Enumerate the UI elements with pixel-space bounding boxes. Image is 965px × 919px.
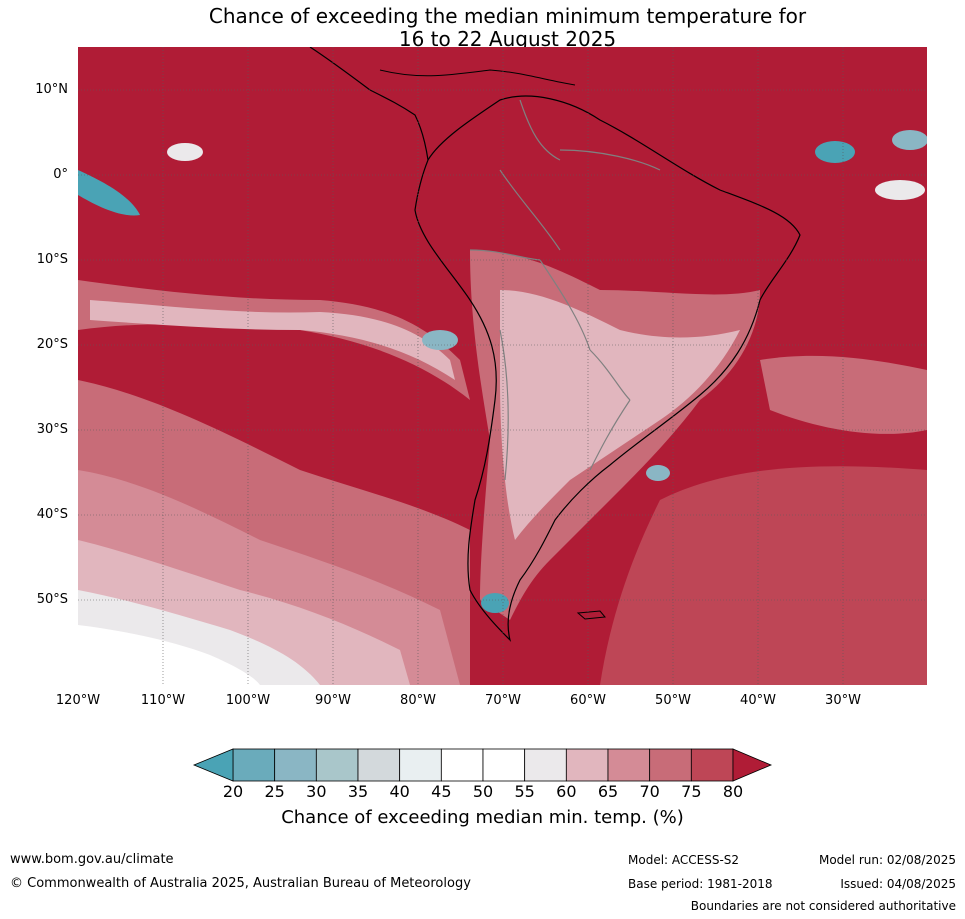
colorbar-arrow-low — [192, 748, 234, 782]
lat-label-20s: 20°S — [36, 337, 68, 352]
lat-label-30s: 30°S — [36, 422, 68, 437]
lon-label-100w: 100°W — [225, 693, 271, 708]
equatorial-blue-west — [78, 170, 140, 216]
colorbar-label: Chance of exceeding median min. temp. (%… — [281, 807, 684, 828]
colorbar-segment — [482, 748, 526, 782]
lat-label-50s: 50°S — [36, 592, 68, 607]
atlantic-band-patch — [760, 355, 927, 434]
south-america-coastline — [414, 95, 801, 642]
lon-label-60w: 60°W — [570, 693, 606, 708]
central-america-coastline — [309, 47, 429, 161]
atlantic-white-east — [875, 180, 925, 200]
country-borders — [469, 99, 661, 481]
colorbar-tick: 40 — [389, 782, 410, 801]
colorbar-segment — [440, 748, 484, 782]
colorbar-segment — [565, 748, 609, 782]
colorbar-segment — [399, 748, 442, 782]
southern-band-50 — [78, 625, 260, 685]
pacific-streak-60 — [90, 300, 455, 380]
colorbar-tick: 55 — [514, 782, 535, 801]
footer-disclaimer: Boundaries are not considered authoritat… — [690, 899, 956, 913]
falklands — [576, 610, 606, 620]
lat-label-40s: 40°S — [36, 507, 68, 522]
lon-label-120w: 120°W — [55, 693, 101, 708]
atlantic-blue-east — [815, 141, 855, 163]
uruguay-patch — [646, 465, 670, 481]
footer-copyright: © Commonwealth of Australia 2025, Austra… — [10, 876, 471, 891]
colorbar — [192, 748, 773, 782]
map-title-line2: 16 to 22 August 2025 — [398, 27, 617, 51]
graticule — [78, 47, 927, 685]
footer-issued: Issued: 04/08/2025 — [840, 877, 956, 891]
lon-label-40w: 40°W — [740, 693, 776, 708]
colorbar-tick: 75 — [681, 782, 702, 801]
colorbar-segment — [524, 748, 567, 782]
colorbar-tick: 80 — [722, 782, 744, 801]
lon-label-70w: 70°W — [485, 693, 521, 708]
colorbar-tick: 70 — [639, 782, 660, 801]
equatorial-white-west — [167, 143, 203, 161]
footer-model: Model: ACCESS-S2 — [628, 853, 740, 867]
forecast-map — [78, 47, 927, 685]
lon-label-110w: 110°W — [140, 693, 186, 708]
lon-label-80w: 80°W — [400, 693, 436, 708]
colorbar-tick: 65 — [597, 782, 619, 801]
atlantic-blue-east2 — [892, 130, 927, 150]
colorbar-tick: 35 — [347, 782, 369, 801]
atlantic-band-70 — [600, 466, 927, 685]
colorbar-segment — [232, 748, 276, 782]
lat-label-10s: 10°S — [36, 252, 68, 267]
lon-label-50w: 50°W — [655, 693, 691, 708]
colorbar-tick: 45 — [431, 782, 452, 801]
colorbar-arrow-high — [732, 748, 773, 782]
colorbar-tick: 30 — [306, 782, 327, 801]
colorbar-tick: 50 — [472, 782, 494, 801]
map-title-line1: Chance of exceeding the median minimum t… — [208, 4, 807, 28]
patagonia-blue-patch — [481, 593, 509, 613]
colorbar-segment — [274, 748, 317, 782]
colorbar-segment — [315, 748, 359, 782]
lon-label-90w: 90°W — [315, 693, 351, 708]
colorbar-segment — [607, 748, 651, 782]
colorbar-segments — [232, 748, 734, 782]
caribbean-coast — [379, 69, 576, 86]
footer-url[interactable]: www.bom.gov.au/climate — [10, 852, 174, 867]
colorbar-tick: 25 — [264, 782, 285, 801]
lat-label-10n: 10°N — [35, 82, 68, 97]
lat-label-0: 0° — [53, 167, 68, 182]
pacific-blue-patch — [422, 330, 458, 350]
colorbar-tick: 20 — [222, 782, 244, 801]
colorbar-segment — [357, 748, 401, 782]
lon-label-30w: 30°W — [825, 693, 861, 708]
footer-base-period: Base period: 1981-2018 — [628, 877, 773, 891]
colorbar-segment — [649, 748, 692, 782]
footer-model-run: Model run: 02/08/2025 — [818, 853, 956, 867]
colorbar-segment — [690, 748, 734, 782]
colorbar-tick: 60 — [556, 782, 577, 801]
